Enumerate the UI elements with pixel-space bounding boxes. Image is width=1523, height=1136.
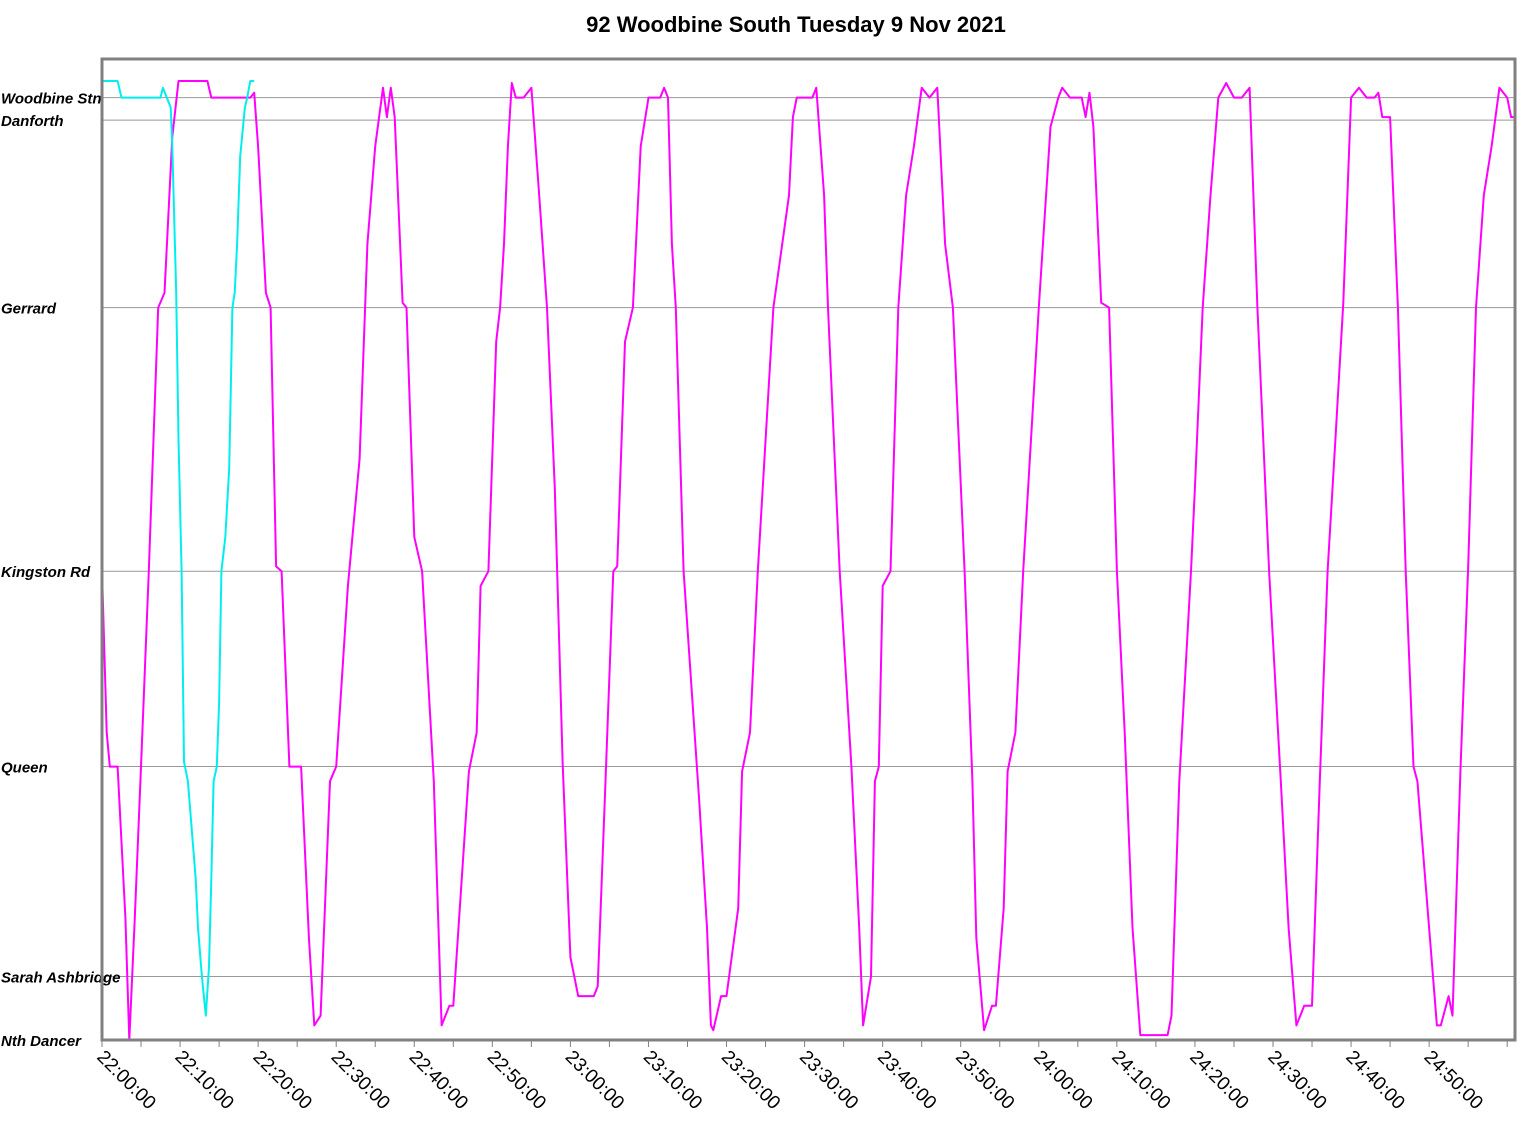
stop-label: Gerrard <box>1 301 57 318</box>
x-tick-label: 23:00:00 <box>561 1047 628 1114</box>
stop-label: Woodbine Stn <box>1 91 102 108</box>
x-tick-label: 24:10:00 <box>1107 1047 1174 1114</box>
stop-label: Nth Dancer <box>1 1033 82 1050</box>
x-tick-label: 24:40:00 <box>1342 1047 1409 1114</box>
x-tick-label: 24:50:00 <box>1420 1047 1487 1114</box>
x-tick-label: 23:30:00 <box>795 1047 862 1114</box>
x-tick-label: 24:30:00 <box>1263 1047 1330 1114</box>
series-layer <box>101 80 1515 1041</box>
x-tick-label: 22:40:00 <box>405 1047 472 1114</box>
x-tick-label: 23:40:00 <box>873 1047 940 1114</box>
x-tick-label: 22:00:00 <box>92 1047 159 1114</box>
stop-label: Danforth <box>1 113 64 130</box>
x-tick-label: 23:50:00 <box>951 1047 1018 1114</box>
x-tick-label: 24:00:00 <box>1029 1047 1096 1114</box>
x-tick-label: 22:50:00 <box>483 1047 550 1114</box>
series-line-1 <box>101 80 1515 1041</box>
x-tick-label: 23:10:00 <box>639 1047 706 1114</box>
x-tick-label: 22:30:00 <box>327 1047 394 1114</box>
stop-gridlines <box>102 97 1515 1041</box>
chart-title: 92 Woodbine South Tuesday 9 Nov 2021 <box>586 12 1006 37</box>
plot-frame <box>100 57 1517 1042</box>
stop-label: Queen <box>1 760 48 777</box>
series-line-2 <box>102 80 255 1017</box>
stop-labels: Woodbine Stn Danforth Gerrard Kingston Rd Qu… <box>1 91 120 1050</box>
x-axis: 22:00:00 22:10:00 22:20:00 22:30:00 22:40:00… <box>92 1040 1508 1114</box>
x-tick-label: 22:20:00 <box>249 1047 316 1114</box>
x-tick-label: 24:20:00 <box>1185 1047 1252 1114</box>
stop-label: Kingston Rd <box>1 564 91 581</box>
stop-label: Sarah Ashbridge <box>1 970 120 987</box>
x-tick-label: 22:10:00 <box>171 1047 238 1114</box>
x-tick-label: 23:20:00 <box>717 1047 784 1114</box>
